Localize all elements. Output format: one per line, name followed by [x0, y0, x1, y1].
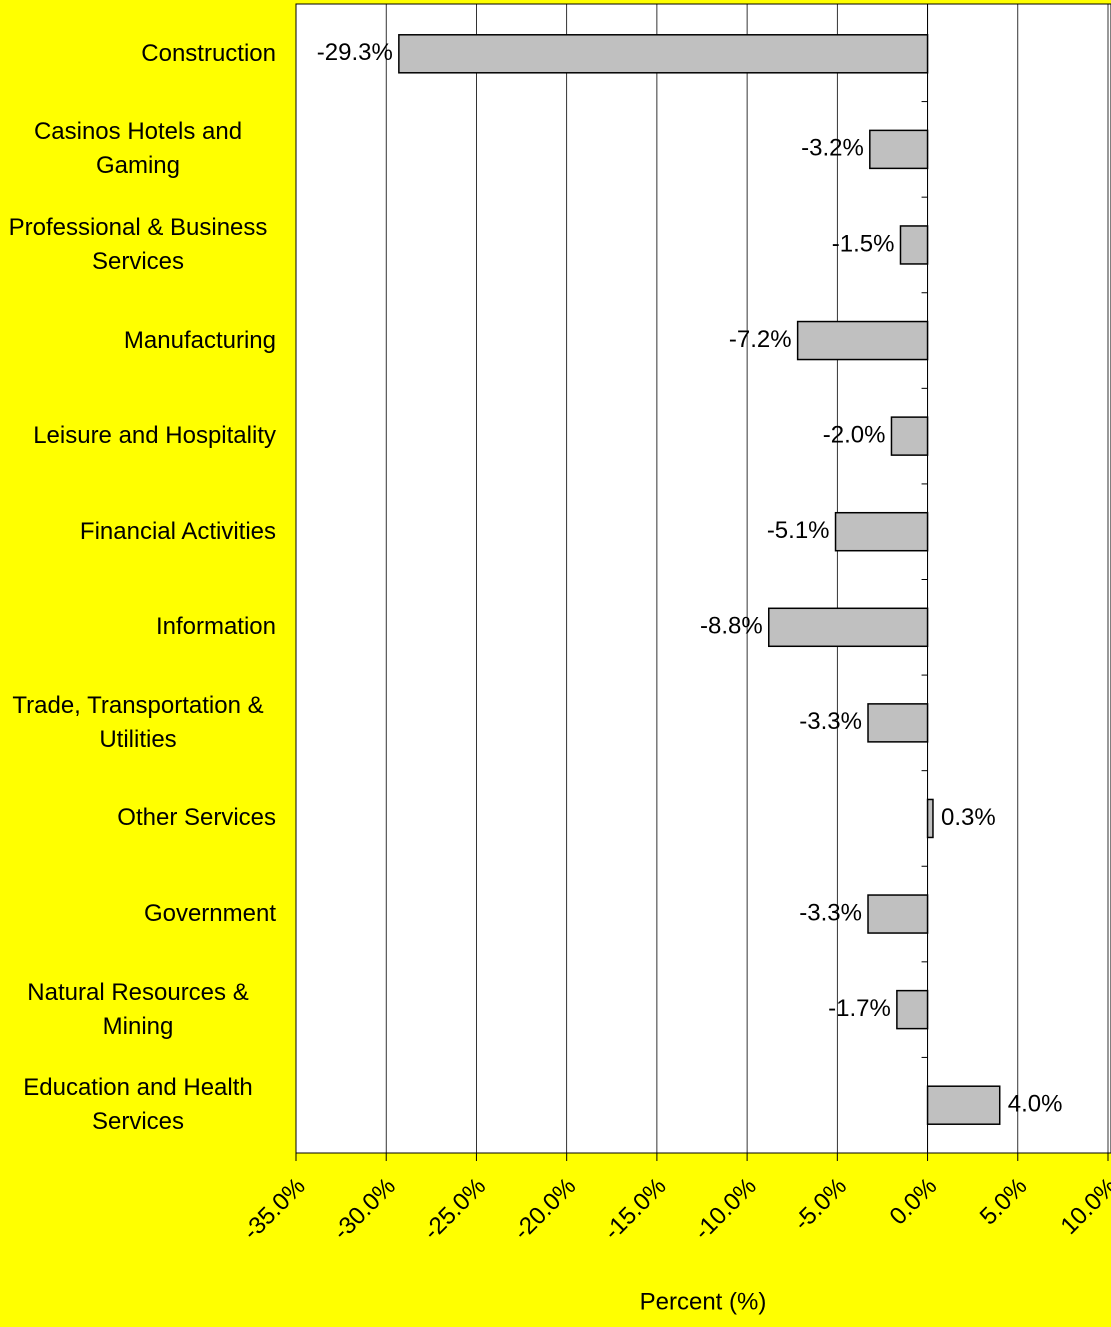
category-label: Government [0, 897, 276, 931]
category-text: Manufacturing [123, 326, 276, 354]
category-text: Casinos Hotels and Gaming [33, 118, 243, 180]
category-text: Financial Activities [79, 517, 276, 545]
category-label: Professional & Business Services [0, 211, 276, 279]
data-label: -1.5% [832, 230, 895, 257]
bar [869, 129, 929, 170]
bar [834, 511, 929, 552]
x-axis-title: Percent (%) [640, 1288, 767, 1315]
category-label: Construction [0, 37, 276, 71]
plot-area [295, 3, 1111, 1154]
bar [796, 320, 929, 361]
category-label: Trade, Transportation & Utilities [0, 689, 276, 757]
x-tick-label: -10.0% [689, 1173, 762, 1246]
x-tick-label: -30.0% [328, 1173, 401, 1246]
category-label: Education and Health Services [0, 1071, 276, 1139]
x-tick-label: -5.0% [789, 1173, 852, 1236]
data-label: -5.1% [767, 517, 830, 544]
category-label: Financial Activities [0, 515, 276, 549]
data-label: 0.3% [941, 804, 996, 831]
bar [926, 1085, 1001, 1125]
data-label: -1.7% [828, 995, 891, 1022]
bar [867, 703, 929, 743]
category-text: Information [155, 613, 276, 641]
category-text: Leisure and Hospitality [33, 422, 276, 450]
category-text: Education and Health Services [23, 1074, 253, 1136]
data-label: -2.0% [823, 421, 886, 448]
category-label: Leisure and Hospitality [0, 419, 276, 453]
category-text: Other Services [117, 804, 276, 832]
data-label: -8.8% [700, 613, 763, 640]
category-text: Construction [141, 39, 276, 67]
x-tick-label: -35.0% [238, 1173, 311, 1246]
bar [890, 416, 929, 456]
data-label: -7.2% [729, 326, 792, 353]
bar [899, 225, 929, 265]
x-tick-label: -25.0% [418, 1173, 491, 1246]
x-tick-label: -15.0% [599, 1173, 672, 1246]
bar [768, 607, 929, 648]
data-label: 4.0% [1008, 1091, 1063, 1118]
category-text: Trade, Transportation & Utilities [12, 691, 264, 753]
x-tick-label: 0.0% [885, 1173, 943, 1231]
data-label: -29.3% [317, 39, 393, 66]
category-label: Manufacturing [0, 324, 276, 358]
category-text: Government [143, 900, 276, 928]
x-tick-label: 10.0% [1056, 1173, 1111, 1240]
category-label: Casinos Hotels and Gaming [0, 115, 276, 183]
category-text: Professional & Business Services [8, 213, 268, 275]
bar [867, 894, 929, 934]
category-text: Natural Resources & Mining [27, 978, 249, 1040]
category-label: Information [0, 610, 276, 644]
category-label: Natural Resources & Mining [0, 976, 276, 1044]
x-tick-label: -20.0% [509, 1173, 582, 1246]
data-label: -3.3% [799, 708, 862, 735]
bar [896, 989, 929, 1030]
x-tick-label: 5.0% [975, 1173, 1033, 1231]
data-label: -3.3% [799, 899, 862, 926]
bar [926, 798, 934, 839]
bar [398, 34, 929, 74]
data-label: -3.2% [801, 135, 864, 162]
category-label: Other Services [0, 801, 276, 835]
